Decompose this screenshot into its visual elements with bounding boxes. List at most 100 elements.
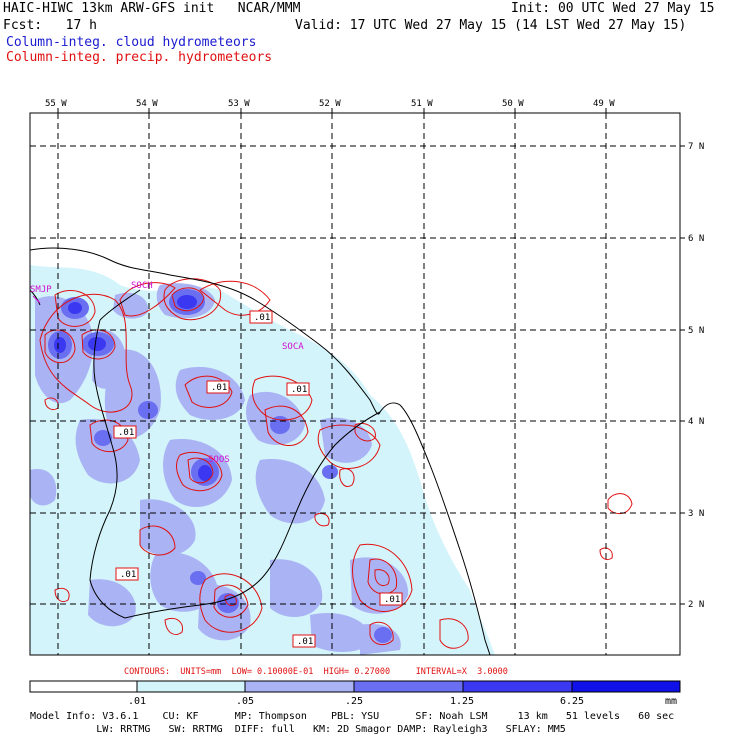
- precip-contour: [164, 617, 184, 635]
- cloud-core: [68, 302, 82, 314]
- precip-contour: [199, 280, 271, 316]
- precip-contour: [599, 547, 613, 561]
- legend-precip: Column-integ. precip. hydrometeors: [6, 50, 273, 65]
- cloud-shading: [30, 265, 495, 655]
- lon-label: 52 W: [319, 99, 341, 109]
- cloud-medium-region: [30, 469, 57, 506]
- coastline-path: [30, 247, 491, 655]
- lat-label: 7 N: [688, 142, 704, 152]
- cloud-core: [177, 295, 197, 309]
- cloud-dense-region: [322, 465, 338, 479]
- colorbar: [29, 680, 681, 693]
- border-path: [30, 289, 41, 306]
- cloud-medium-region: [320, 417, 372, 463]
- precip-contour: [171, 287, 205, 312]
- precip-contour: [369, 621, 394, 646]
- cloud-light-region: [238, 328, 276, 363]
- colorbar-tick: .25: [345, 696, 363, 707]
- cloud-medium-region: [270, 559, 323, 618]
- precip-contour: [199, 573, 263, 633]
- cloud-core: [198, 465, 212, 481]
- contour-label: .01: [291, 385, 307, 395]
- precip-contour: [44, 329, 76, 364]
- lon-label: 51 W: [411, 99, 433, 109]
- lon-label: 55 W: [45, 99, 67, 109]
- precip-contour: [187, 457, 214, 484]
- precip-contour: [339, 468, 355, 487]
- forecast-hour: Fcst: 17 h: [3, 18, 97, 33]
- precip-contour: [607, 493, 633, 514]
- contour-label: .01: [254, 313, 270, 323]
- lat-label: 4 N: [688, 417, 704, 427]
- station-markers: [32, 295, 41, 304]
- cloud-dense-region: [190, 571, 206, 585]
- precip-contour: [184, 375, 233, 408]
- station-label: SOCH: [131, 281, 153, 291]
- station-label: SOOS: [208, 455, 230, 465]
- precip-contour: [139, 525, 176, 556]
- header-title: HAIC-HIWC 13km ARW-GFS init NCAR/MMM: [3, 1, 301, 16]
- map-frame: [29, 112, 681, 656]
- cloud-core: [88, 337, 106, 351]
- precip-contour: [317, 424, 381, 469]
- border-path: [124, 411, 381, 619]
- cloud-dense-region: [374, 627, 392, 643]
- lat-label: 2 N: [688, 600, 704, 610]
- lon-label: 49 W: [593, 99, 615, 109]
- init-time: Init: 00 UTC Wed 27 May 15: [511, 1, 715, 16]
- station-labels: SMJP SOCH SOCA SOOS: [30, 281, 304, 465]
- valid-time: Valid: 17 UTC Wed 27 May 15 (14 LST Wed …: [295, 18, 687, 33]
- cloud-medium-region: [113, 292, 149, 319]
- lon-label: 53 W: [228, 99, 250, 109]
- colorbar-tick: 1.25: [450, 696, 474, 707]
- lon-label: 54 W: [136, 99, 158, 109]
- precip-contour: [213, 584, 249, 618]
- cloud-dense-region: [217, 593, 239, 613]
- contour-label: .01: [384, 595, 400, 605]
- cloud-medium-region: [255, 459, 325, 524]
- lat-label: 6 N: [688, 234, 704, 244]
- coastline: [30, 247, 491, 655]
- lon-labels: 55 W 54 W 53 W 52 W 51 W 50 W 49 W: [45, 99, 615, 109]
- lon-label: 50 W: [502, 99, 524, 109]
- colorbar-tick: .01: [128, 696, 146, 707]
- precip-contour: [374, 569, 390, 587]
- station-label: SMJP: [30, 285, 52, 295]
- colorbar-tick: .05: [236, 696, 254, 707]
- contour-value-labels: .01 .01 .01 .01 .01 .01 .01: [113, 310, 403, 648]
- lat-labels: 7 N 6 N 5 N 4 N 3 N 2 N: [688, 142, 704, 610]
- cloud-dense-region: [94, 430, 112, 446]
- precip-contour: [354, 423, 376, 442]
- model-info-line2: LW: RRTMG SW: RRTMG DIFF: full KM: 2D Sm…: [30, 724, 566, 735]
- precip-contour: [39, 293, 133, 413]
- border-path: [89, 319, 126, 619]
- contours-info: CONTOURS: UNITS=mm LOW= 0.10000E-01 HIGH…: [124, 667, 508, 677]
- precip-contour: [176, 451, 223, 492]
- precip-contour: [264, 405, 309, 446]
- model-info-line1: Model Info: V3.6.1 CU: KF MP: Thompson P…: [30, 711, 675, 722]
- border-path: [99, 289, 141, 321]
- cloud-dense-region: [138, 401, 158, 419]
- axis-ticks: [57, 108, 685, 605]
- contour-label: .01: [297, 637, 313, 647]
- cloud-core: [54, 337, 66, 353]
- precip-contour: [352, 543, 413, 612]
- contour-label: .01: [120, 570, 136, 580]
- precip-contour: [54, 290, 96, 327]
- precip-contour: [252, 375, 313, 421]
- precip-contour: [367, 558, 398, 595]
- graticule: [30, 113, 680, 655]
- precip-contour: [439, 618, 469, 649]
- cloud-medium-region: [310, 612, 372, 652]
- colorbar-tick: 6.25: [560, 696, 584, 707]
- legend-cloud: Column-integ. cloud hydrometeors: [6, 35, 257, 50]
- colorbar-unit: mm: [665, 696, 677, 707]
- lat-label: 5 N: [688, 326, 704, 336]
- station-label: SOCA: [282, 342, 304, 352]
- colorbar-ticks: .01 .05 .25 1.25 6.25 mm: [128, 696, 677, 707]
- cloud-medium-region: [88, 579, 136, 627]
- precip-contour: [54, 587, 70, 603]
- contour-label: .01: [118, 428, 134, 438]
- precip-contour: [119, 282, 176, 317]
